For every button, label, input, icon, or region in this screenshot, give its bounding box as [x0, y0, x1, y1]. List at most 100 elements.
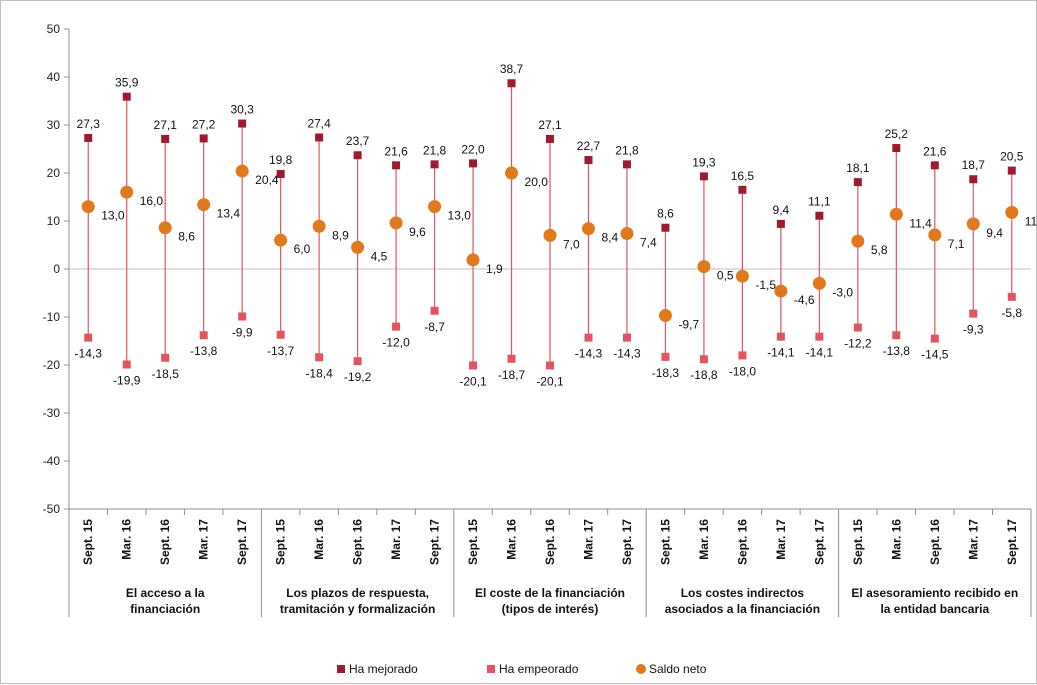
mejorado-marker [776, 219, 785, 228]
empeorado-marker [469, 361, 478, 370]
empeorado-marker [853, 323, 862, 332]
saldo-neto-marker [274, 233, 288, 247]
saldo-neto-marker [966, 217, 980, 231]
mejorado-marker [199, 134, 208, 143]
saldo-neto-label: -3,0 [832, 285, 853, 299]
saldo-neto-label: 7,4 [640, 235, 657, 249]
group-label: Los costes indirectos [681, 586, 805, 600]
empeorado-marker [622, 333, 631, 342]
mejorado-label: 23,7 [346, 134, 370, 148]
mejorado-label: 16,5 [731, 169, 755, 183]
y-tick-label: -40 [43, 454, 61, 468]
mejorado-marker [699, 172, 708, 181]
period-label: Mar. 16 [120, 519, 134, 560]
mejorado-label: 27,2 [192, 117, 216, 131]
mejorado-marker [892, 144, 901, 153]
saldo-neto-label: 11,8 [1025, 214, 1037, 228]
empeorado-label: -5,8 [1001, 306, 1022, 320]
period-label: Sept. 16 [928, 519, 942, 565]
y-tick-label: -50 [43, 502, 61, 516]
y-tick-label: 50 [47, 22, 61, 36]
mejorado-label: 18,7 [962, 158, 986, 172]
legend-label: Ha empeorado [499, 662, 579, 676]
mejorado-label: 21,6 [923, 144, 947, 158]
saldo-neto-label: 9,4 [986, 226, 1003, 240]
empeorado-marker [584, 333, 593, 342]
saldo-neto-marker [774, 284, 788, 298]
empeorado-marker [661, 352, 670, 361]
empeorado-marker [1007, 292, 1016, 301]
empeorado-label: -14,1 [806, 346, 834, 360]
legend-label: Saldo neto [649, 662, 707, 676]
y-tick-label: 40 [47, 70, 61, 84]
saldo-neto-marker [928, 228, 942, 242]
saldo-neto-label: -1,5 [755, 278, 776, 292]
y-tick-label: 10 [47, 214, 61, 228]
mejorado-marker [969, 175, 978, 184]
empeorado-marker [738, 351, 747, 360]
mejorado-marker [161, 134, 170, 143]
period-label: Sept. 15 [81, 519, 95, 565]
saldo-neto-label: 5,8 [871, 243, 888, 257]
empeorado-label: -9,3 [963, 323, 984, 337]
period-label: Mar. 17 [389, 519, 403, 560]
saldo-neto-label: 11,4 [909, 216, 932, 230]
mejorado-marker [507, 79, 516, 88]
period-label: Mar. 16 [505, 519, 519, 560]
empeorado-marker [699, 355, 708, 364]
group-label: la entidad bancaria [880, 602, 989, 616]
period-label: Sept. 17 [235, 519, 249, 565]
empeorado-label: -12,2 [844, 337, 872, 351]
saldo-neto-marker [351, 240, 365, 254]
saldo-neto-label: 8,4 [601, 231, 618, 245]
empeorado-label: -8,7 [424, 320, 445, 334]
empeorado-label: -20,1 [459, 374, 487, 388]
empeorado-marker [507, 354, 516, 363]
period-label: Sept. 15 [851, 519, 865, 565]
empeorado-label: -12,0 [382, 336, 410, 350]
mejorado-marker [84, 133, 93, 142]
saldo-neto-label: 6,0 [294, 242, 311, 256]
mejorado-marker [622, 160, 631, 169]
group-label: asociados a la financiación [665, 602, 820, 616]
empeorado-marker [969, 309, 978, 318]
saldo-neto-label: 20,0 [525, 175, 549, 189]
saldo-neto-marker [812, 276, 826, 290]
saldo-neto-marker [158, 221, 172, 235]
y-tick-label: 30 [47, 118, 61, 132]
saldo-neto-label: 13,4 [217, 207, 241, 221]
empeorado-marker [392, 322, 401, 331]
saldo-neto-marker [620, 226, 634, 240]
mejorado-label: 25,2 [885, 127, 909, 141]
mejorado-label: 27,1 [154, 118, 178, 132]
saldo-neto-marker [735, 269, 749, 283]
y-tick-label: 20 [47, 166, 61, 180]
mejorado-label: 11,1 [808, 195, 831, 209]
empeorado-marker [546, 361, 554, 370]
mejorado-marker [276, 169, 285, 178]
period-label: Mar. 16 [889, 519, 903, 560]
mejorado-marker [815, 211, 824, 220]
period-label: Mar. 17 [581, 519, 595, 560]
mejorado-label: 22,7 [577, 139, 601, 153]
saldo-neto-label: 9,6 [409, 225, 426, 239]
empeorado-marker [353, 357, 362, 366]
period-label: Sept. 17 [428, 519, 442, 565]
period-label: Mar. 16 [697, 519, 711, 560]
legend-marker [636, 664, 646, 674]
mejorado-label: 9,4 [773, 203, 790, 217]
saldo-neto-marker [658, 309, 672, 323]
saldo-neto-marker [120, 185, 134, 199]
saldo-neto-marker [466, 253, 480, 267]
mejorado-label: 27,4 [307, 116, 331, 130]
empeorado-label: -13,7 [267, 344, 295, 358]
mejorado-label: 38,7 [500, 62, 524, 76]
saldo-neto-marker [889, 207, 903, 221]
saldo-neto-marker [697, 260, 711, 274]
empeorado-label: -13,8 [190, 344, 218, 358]
saldo-neto-marker [543, 228, 557, 242]
mejorado-label: 27,1 [538, 118, 562, 132]
empeorado-label: -14,3 [575, 347, 603, 361]
mejorado-marker [661, 223, 670, 232]
